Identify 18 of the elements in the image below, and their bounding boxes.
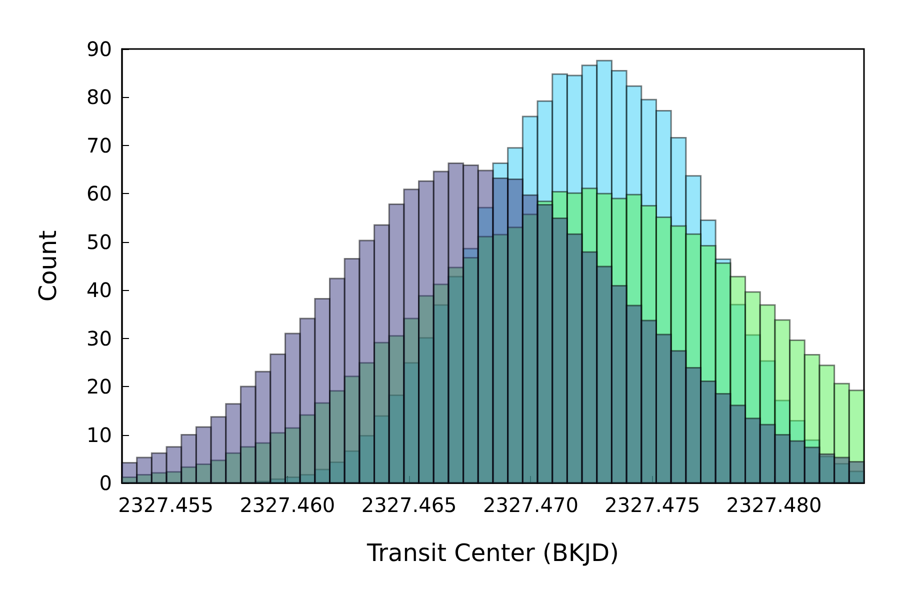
x-tick-label: 2327.465: [361, 493, 457, 517]
y-tick-label: 40: [86, 278, 112, 302]
x-tick-label: 2327.455: [118, 493, 214, 517]
y-tick-label: 30: [86, 326, 112, 350]
y-tick-label: 90: [86, 37, 112, 61]
y-tick-label: 80: [86, 85, 112, 110]
y-tick-label: 20: [86, 374, 112, 399]
x-tick-label: 2327.480: [726, 493, 822, 517]
x-tick-label: 2327.470: [482, 493, 578, 517]
y-tick-label: 50: [86, 230, 112, 254]
y-tick-label: 60: [86, 182, 112, 206]
y-tick-label: 70: [86, 133, 112, 158]
x-axis-title: Transit Center (BKJD): [366, 539, 620, 567]
x-tick-label: 2327.460: [240, 493, 336, 517]
y-tick-label: 0: [99, 471, 112, 495]
y-axis-title: Count: [34, 230, 62, 302]
y-tick-label: 10: [86, 422, 112, 447]
x-tick-label: 2327.475: [604, 493, 700, 517]
